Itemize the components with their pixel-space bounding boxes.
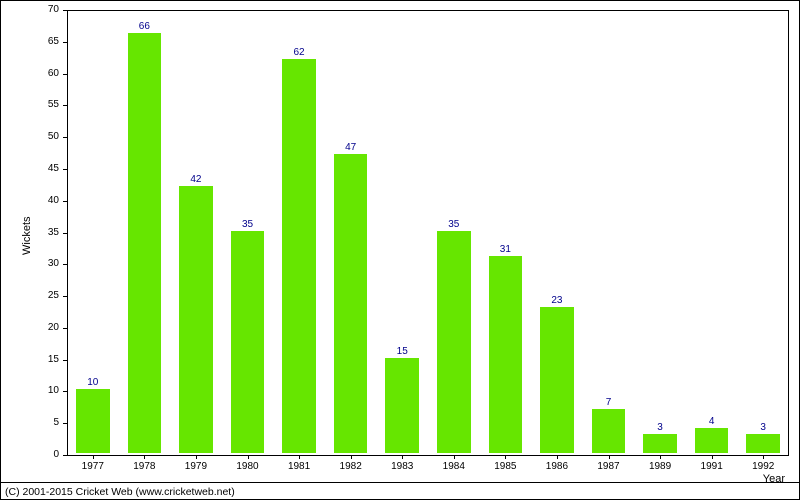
y-tick-label: 50 bbox=[23, 131, 59, 142]
y-tick bbox=[63, 391, 67, 392]
x-tick-label: 1978 bbox=[119, 461, 169, 472]
y-tick-label: 30 bbox=[23, 258, 59, 269]
x-tick-label: 1987 bbox=[584, 461, 634, 472]
y-tick bbox=[63, 42, 67, 43]
bar-value-label: 23 bbox=[537, 295, 577, 306]
y-tick-label: 45 bbox=[23, 163, 59, 174]
y-tick-label: 35 bbox=[23, 227, 59, 238]
x-tick-label: 1977 bbox=[68, 461, 118, 472]
bar-value-label: 31 bbox=[485, 244, 525, 255]
plot-area bbox=[67, 10, 789, 455]
x-tick-label: 1991 bbox=[687, 461, 737, 472]
footer-separator bbox=[1, 482, 800, 483]
x-tick-label: 1986 bbox=[532, 461, 582, 472]
y-tick-label: 15 bbox=[23, 354, 59, 365]
y-axis-line bbox=[67, 10, 68, 455]
bar-1983 bbox=[385, 358, 419, 453]
bar-value-label: 62 bbox=[279, 47, 319, 58]
bar-value-label: 47 bbox=[331, 142, 371, 153]
x-tick-label: 1981 bbox=[274, 461, 324, 472]
y-tick-label: 25 bbox=[23, 290, 59, 301]
y-tick bbox=[63, 264, 67, 265]
bar-1980 bbox=[231, 231, 265, 454]
bar-1981 bbox=[282, 59, 316, 453]
x-tick bbox=[248, 455, 249, 459]
x-tick bbox=[712, 455, 713, 459]
x-axis-label: Year bbox=[763, 473, 785, 485]
wickets-bar-chart: Wickets Year (C) 2001-2015 Cricket Web (… bbox=[0, 0, 800, 500]
x-tick bbox=[93, 455, 94, 459]
x-tick-label: 1989 bbox=[635, 461, 685, 472]
x-tick-label: 1985 bbox=[480, 461, 530, 472]
y-tick-label: 55 bbox=[23, 99, 59, 110]
x-tick-label: 1983 bbox=[377, 461, 427, 472]
copyright-text: (C) 2001-2015 Cricket Web (www.cricketwe… bbox=[5, 486, 235, 498]
bar-1985 bbox=[489, 256, 523, 453]
y-tick-label: 70 bbox=[23, 4, 59, 15]
bar-1987 bbox=[592, 409, 626, 454]
bar-value-label: 4 bbox=[692, 416, 732, 427]
x-tick bbox=[609, 455, 610, 459]
y-tick bbox=[63, 328, 67, 329]
y-tick bbox=[63, 455, 67, 456]
bar-1979 bbox=[179, 186, 213, 453]
x-tick bbox=[402, 455, 403, 459]
bar-value-label: 42 bbox=[176, 174, 216, 185]
x-tick-label: 1980 bbox=[223, 461, 273, 472]
y-tick bbox=[63, 233, 67, 234]
x-tick bbox=[144, 455, 145, 459]
bar-1992 bbox=[746, 434, 780, 453]
x-tick-label: 1982 bbox=[326, 461, 376, 472]
x-tick bbox=[660, 455, 661, 459]
bar-value-label: 3 bbox=[743, 422, 783, 433]
y-tick-label: 60 bbox=[23, 68, 59, 79]
y-tick bbox=[63, 169, 67, 170]
y-tick bbox=[63, 201, 67, 202]
y-tick bbox=[63, 360, 67, 361]
bar-1977 bbox=[76, 389, 110, 453]
bar-1984 bbox=[437, 231, 471, 454]
y-tick-label: 5 bbox=[23, 417, 59, 428]
bar-1978 bbox=[128, 33, 162, 453]
x-tick bbox=[351, 455, 352, 459]
bar-1982 bbox=[334, 154, 368, 453]
bar-value-label: 35 bbox=[228, 219, 268, 230]
bar-1989 bbox=[643, 434, 677, 453]
x-tick bbox=[454, 455, 455, 459]
y-tick bbox=[63, 10, 67, 11]
y-tick-label: 40 bbox=[23, 195, 59, 206]
y-tick bbox=[63, 296, 67, 297]
bar-value-label: 66 bbox=[124, 21, 164, 32]
y-tick bbox=[63, 137, 67, 138]
y-tick-label: 10 bbox=[23, 385, 59, 396]
x-tick bbox=[196, 455, 197, 459]
bar-1986 bbox=[540, 307, 574, 453]
x-tick-label: 1992 bbox=[738, 461, 788, 472]
x-tick bbox=[763, 455, 764, 459]
bar-value-label: 3 bbox=[640, 422, 680, 433]
y-tick-label: 0 bbox=[23, 449, 59, 460]
y-tick bbox=[63, 423, 67, 424]
x-tick-label: 1979 bbox=[171, 461, 221, 472]
bar-value-label: 7 bbox=[589, 397, 629, 408]
x-axis-line bbox=[67, 455, 789, 456]
bar-value-label: 35 bbox=[434, 219, 474, 230]
bar-value-label: 15 bbox=[382, 346, 422, 357]
bar-value-label: 10 bbox=[73, 377, 113, 388]
y-tick-label: 65 bbox=[23, 36, 59, 47]
x-tick bbox=[505, 455, 506, 459]
y-tick-label: 20 bbox=[23, 322, 59, 333]
x-tick bbox=[299, 455, 300, 459]
x-tick bbox=[557, 455, 558, 459]
y-tick bbox=[63, 74, 67, 75]
y-tick bbox=[63, 105, 67, 106]
bar-1991 bbox=[695, 428, 729, 453]
x-tick-label: 1984 bbox=[429, 461, 479, 472]
